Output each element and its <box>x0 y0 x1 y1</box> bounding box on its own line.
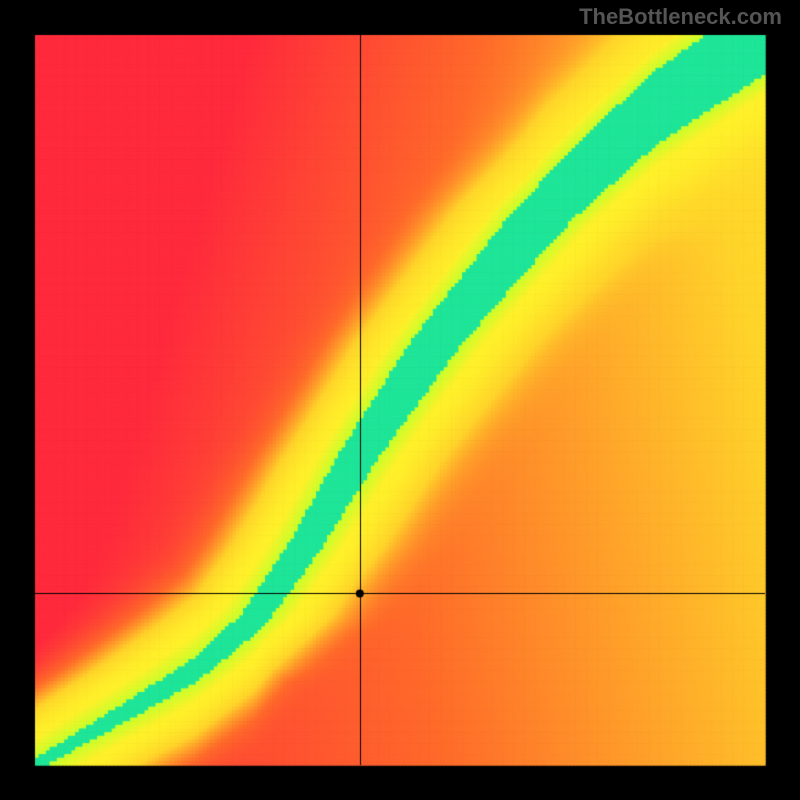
chart-container: TheBottleneck.com <box>0 0 800 800</box>
watermark-text: TheBottleneck.com <box>579 4 782 30</box>
bottleneck-heatmap-canvas <box>0 0 800 800</box>
